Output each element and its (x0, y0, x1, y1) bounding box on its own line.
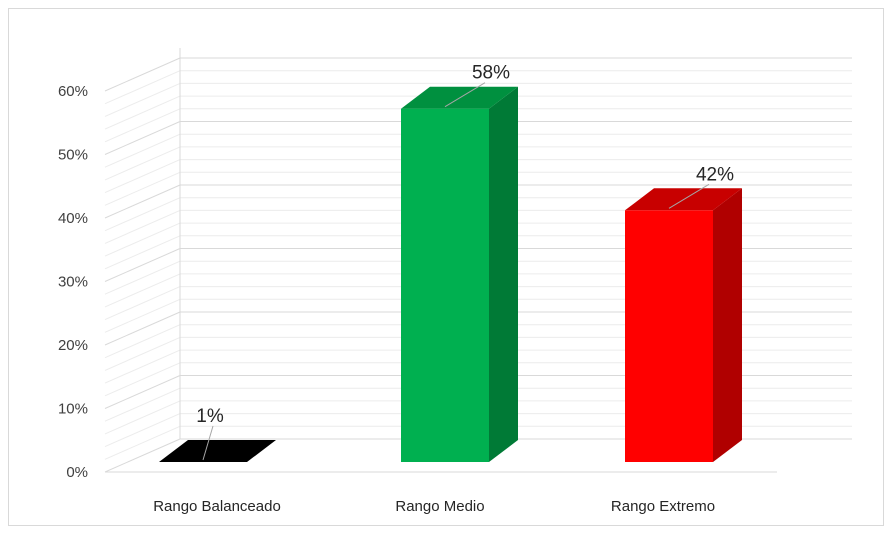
wall-minor-gridline (104, 260, 181, 295)
bar-rango-extremo (625, 210, 713, 462)
x-category-label: Rango Balanceado (153, 498, 281, 515)
wall-minor-gridline (104, 362, 181, 397)
bar-rango-balanceado (159, 440, 276, 462)
wall-minor-gridline (104, 146, 181, 181)
wall-minor-gridline (104, 425, 181, 460)
wall-minor-gridline (104, 235, 181, 270)
y-tick-label: 0% (66, 464, 88, 481)
bar-side (489, 86, 518, 462)
y-tick-label: 30% (58, 274, 88, 291)
y-tick-label: 50% (58, 147, 88, 164)
wall-gridline (104, 121, 181, 155)
wall-minor-gridline (104, 70, 181, 105)
data-label: 42% (696, 164, 734, 185)
bar-side (713, 188, 742, 463)
y-tick-label: 10% (58, 401, 88, 418)
wall-minor-gridline (104, 209, 181, 244)
wall-gridline (104, 375, 181, 409)
wall-minor-gridline (104, 413, 181, 448)
wall-minor-gridline (104, 400, 181, 435)
wall-minor-gridline (104, 159, 181, 194)
wall-minor-gridline (104, 197, 181, 232)
x-category-label: Rango Medio (395, 498, 484, 515)
wall-minor-gridline (104, 222, 181, 257)
wall-minor-gridline (104, 133, 181, 168)
wall-gridline (104, 57, 181, 92)
leader-line (668, 183, 710, 209)
wall-minor-gridline (104, 336, 181, 371)
wall-gridline (104, 248, 181, 282)
wall-minor-gridline (104, 171, 181, 206)
leader-line (202, 425, 214, 461)
wall-gridline (104, 438, 181, 473)
wall-minor-gridline (104, 108, 181, 143)
wall-minor-gridline (104, 82, 181, 117)
data-label: 58% (472, 63, 510, 84)
wall-minor-gridline (104, 324, 181, 359)
wall-minor-gridline (104, 95, 181, 130)
bar-rango-medio (401, 108, 489, 462)
y-tick-label: 40% (58, 210, 88, 227)
wall-minor-gridline (104, 349, 181, 384)
wall-minor-gridline (104, 387, 181, 422)
leader-line (444, 82, 486, 108)
wall-minor-gridline (104, 286, 181, 321)
y-tick-label: 60% (58, 83, 88, 100)
data-label: 1% (196, 406, 224, 427)
wall-gridline (104, 184, 181, 219)
x-category-label: Rango Extremo (611, 498, 715, 515)
wall-minor-gridline (104, 298, 181, 333)
y-tick-label: 20% (58, 337, 88, 354)
wall-minor-gridline (104, 273, 181, 308)
wall-gridline (104, 311, 181, 346)
